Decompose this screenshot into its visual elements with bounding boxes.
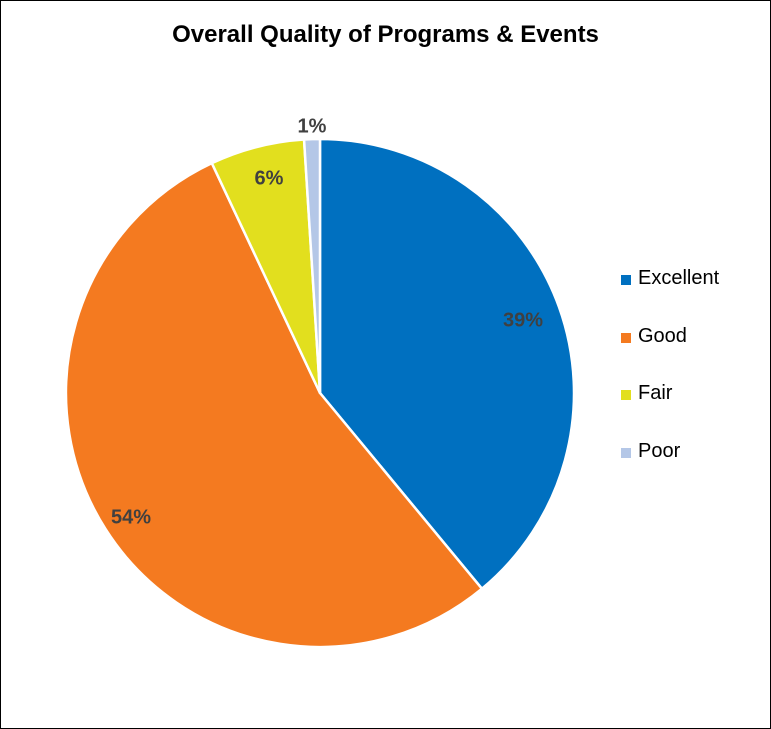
chart-title: Overall Quality of Programs & Events: [172, 21, 599, 48]
legend-swatch-good: [621, 332, 631, 343]
data-label-poor: 1%: [298, 115, 327, 137]
legend-swatch-poor: [621, 447, 631, 458]
data-label-fair: 6%: [255, 167, 284, 189]
legend-item-good: Good: [621, 325, 719, 383]
legend-item-fair: Fair: [621, 382, 719, 440]
data-label-excellent: 39%: [503, 309, 543, 331]
pie-slice-good: [64, 161, 484, 649]
legend: Excellent Good Fair Poor: [621, 267, 719, 497]
legend-label-poor: Poor: [638, 439, 681, 462]
legend-swatch-fair: [621, 390, 631, 400]
legend-item-excellent: Excellent: [621, 267, 719, 325]
legend-swatch-excellent: [621, 275, 631, 285]
legend-item-poor: Poor: [621, 440, 719, 498]
pie-slice-poor: [302, 137, 322, 395]
pie-slice-excellent: [318, 137, 576, 590]
legend-label-excellent: Excellent: [638, 267, 720, 289]
legend-label-good: Good: [638, 324, 687, 347]
data-label-good: 54%: [111, 506, 151, 528]
legend-label-fair: Fair: [638, 382, 673, 404]
